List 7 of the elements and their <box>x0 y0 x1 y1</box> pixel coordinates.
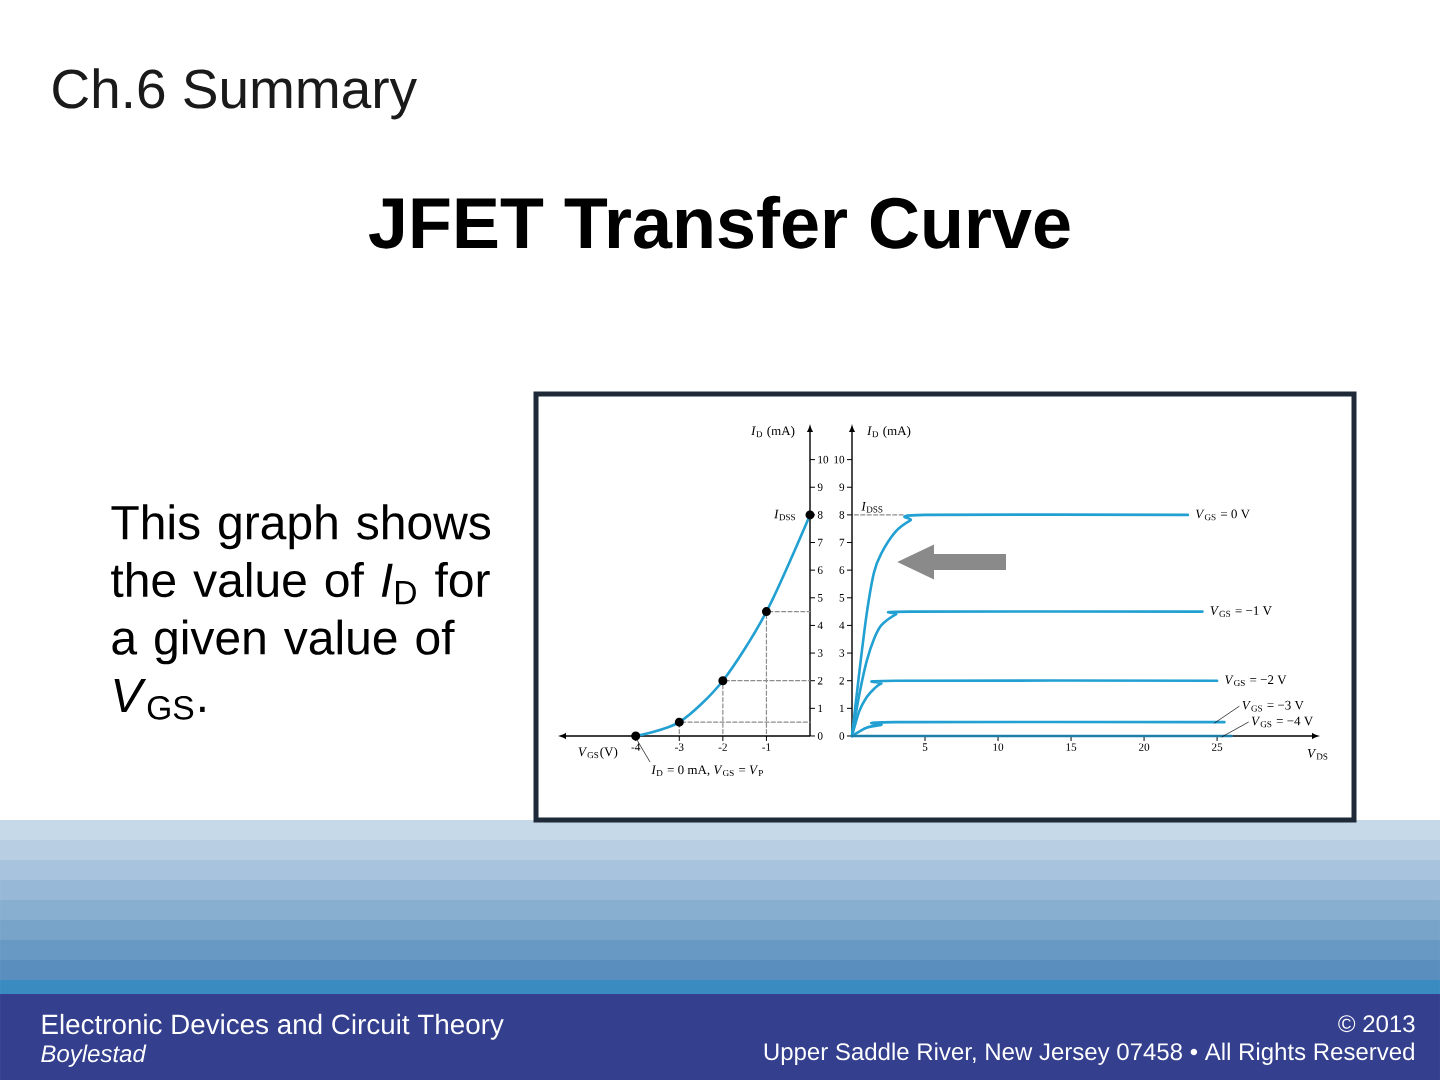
text: JFET Transfer Curve <box>368 195 1070 249</box>
text: Ch.6 Summary <box>53 68 417 120</box>
text: Upper Saddle River, New Jersey 07458 • All Rights Reserved <box>764 1042 1414 1065</box>
text: Boylestad <box>41 1044 147 1067</box>
text: Electronic Devices and Circuit Theory <box>42 1013 504 1040</box>
text: © 2013 <box>1338 1015 1415 1033</box>
text: This graph shows the value of I$_{D}$ for a given value of V$_{GS}$. <box>111 504 491 720</box>
